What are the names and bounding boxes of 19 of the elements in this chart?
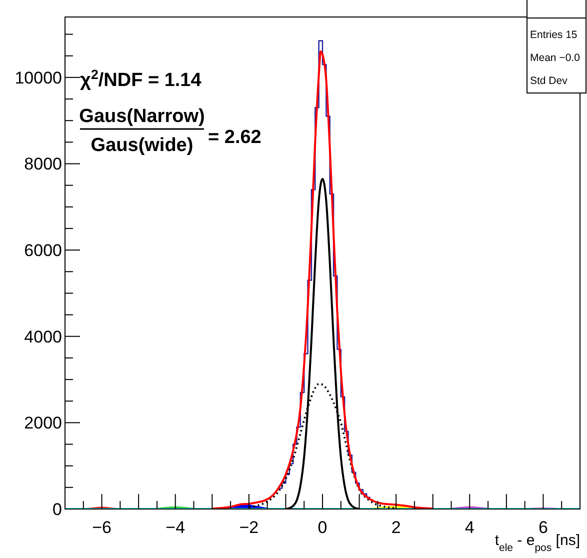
- x-tick-label: −6: [92, 518, 112, 537]
- annotation: Std Dev: [530, 75, 568, 87]
- x-tick-label: 4: [464, 518, 474, 537]
- annotation: Mean −0.0: [530, 52, 580, 64]
- annotation: Entries 15: [530, 29, 578, 41]
- y-tick-label: 6000: [24, 241, 62, 260]
- x-tick-label: −2: [239, 518, 259, 537]
- y-tick-label: 2000: [24, 414, 62, 433]
- annotation: χ$^{2}$/NDF = 1.14: [80, 66, 202, 91]
- y-tick-label: 0: [52, 500, 62, 519]
- x-tick-label: 0: [318, 518, 328, 537]
- annotation: Gaus(wide): [90, 135, 194, 156]
- y-tick-label: 4000: [24, 327, 62, 346]
- x-tick-label: 2: [391, 518, 401, 537]
- y-tick-label: 10000: [14, 68, 62, 88]
- x-tick-label: −4: [166, 518, 186, 537]
- annotation: = 2.62: [208, 127, 262, 148]
- y-tick-label: 8000: [24, 154, 62, 174]
- annotation: Gaus(Narrow): [79, 106, 205, 127]
